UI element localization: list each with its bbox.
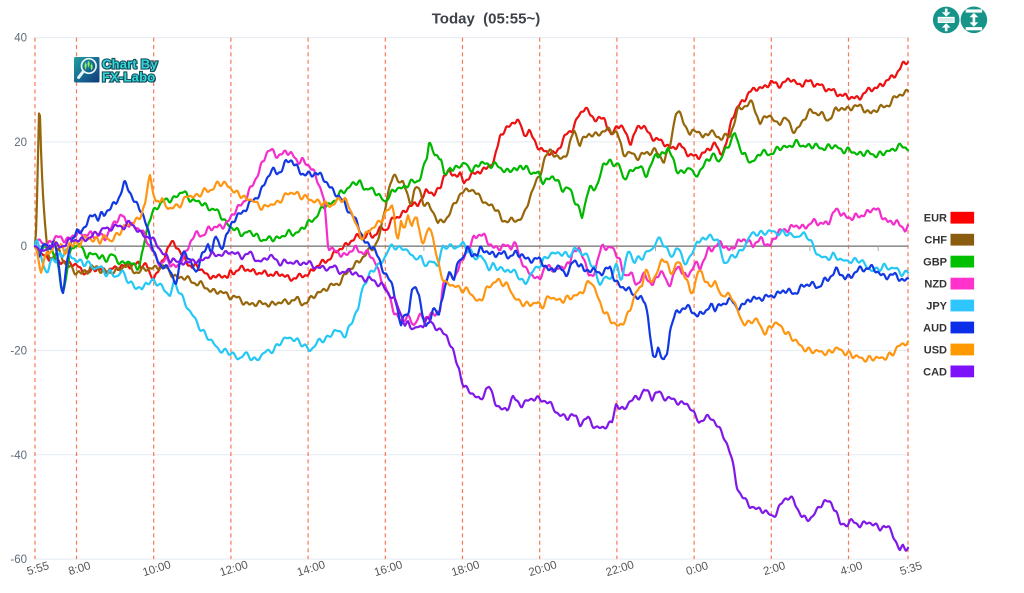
svg-text:-20: -20 bbox=[10, 346, 27, 358]
svg-text:FX-Labo: FX-Labo bbox=[102, 70, 155, 85]
svg-text:20: 20 bbox=[14, 137, 27, 149]
svg-text:EUR: EUR bbox=[924, 213, 947, 225]
svg-text:Today (05:55~): Today (05:55~) bbox=[432, 11, 541, 28]
svg-text:GBP: GBP bbox=[923, 257, 947, 269]
svg-text:AUD: AUD bbox=[923, 323, 947, 335]
svg-text:JPY: JPY bbox=[926, 301, 947, 313]
svg-text:CAD: CAD bbox=[923, 366, 947, 378]
svg-text:NZD: NZD bbox=[924, 279, 947, 291]
svg-text:FX-Labo: FX-Labo bbox=[103, 71, 156, 86]
svg-text:Chart By: Chart By bbox=[103, 58, 159, 73]
svg-text:CHF: CHF bbox=[924, 235, 947, 247]
svg-text:0: 0 bbox=[21, 241, 27, 253]
svg-text:-40: -40 bbox=[10, 450, 27, 462]
svg-text:USD: USD bbox=[924, 345, 947, 357]
svg-text:40: 40 bbox=[14, 33, 27, 45]
svg-text:Chart By: Chart By bbox=[102, 57, 158, 72]
svg-text:-60: -60 bbox=[10, 554, 27, 566]
